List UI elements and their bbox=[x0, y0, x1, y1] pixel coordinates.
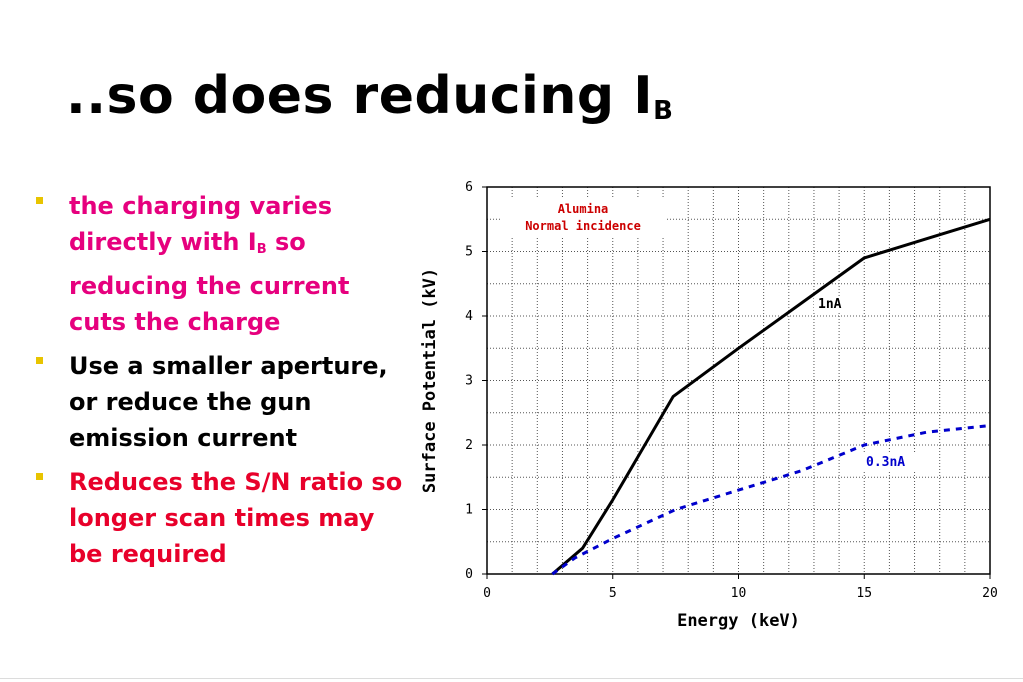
bullet-text-part: so reducing the current cuts the charge bbox=[69, 228, 350, 336]
footer-divider bbox=[0, 678, 1023, 679]
y-tick-label: 2 bbox=[465, 438, 473, 453]
bullet-item: Reduces the S/N ratio so longer scan tim… bbox=[36, 464, 406, 572]
x-tick-label: 10 bbox=[731, 586, 747, 601]
bullet-list: the charging varies directly with IB so … bbox=[36, 188, 406, 580]
series-label: 1nA bbox=[818, 297, 842, 312]
bullet-marker bbox=[36, 357, 43, 364]
bullet-text: the charging varies directly with IB so … bbox=[69, 192, 349, 336]
y-tick-label: 0 bbox=[465, 567, 473, 582]
series-line-1nA bbox=[551, 217, 991, 576]
series-label: 0.3nA bbox=[866, 455, 905, 470]
bullet-text: Reduces the S/N ratio so longer scan tim… bbox=[69, 468, 402, 568]
series-label-bg bbox=[862, 454, 926, 470]
series-line-0.3nA bbox=[551, 424, 991, 576]
annotation-text: Alumina bbox=[558, 202, 609, 216]
annotation-text: Normal incidence bbox=[525, 219, 641, 233]
slide-title: ..so does reducing IB bbox=[66, 66, 673, 126]
series-label-bg bbox=[814, 296, 854, 312]
annotation-box bbox=[500, 199, 666, 237]
bullet-text-part: Use a smaller aperture, or reduce the gu… bbox=[69, 352, 388, 452]
bullet-item: Use a smaller aperture, or reduce the gu… bbox=[36, 348, 406, 456]
bullet-marker bbox=[36, 473, 43, 480]
y-tick-label: 5 bbox=[465, 245, 473, 260]
y-tick-label: 3 bbox=[465, 374, 473, 389]
bullet-marker bbox=[36, 197, 43, 204]
bullet-text-part: Reduces the S/N ratio so longer scan tim… bbox=[69, 468, 403, 568]
plot-frame bbox=[486, 186, 991, 575]
x-tick-label: 0 bbox=[483, 586, 491, 601]
x-tick-label: 20 bbox=[982, 586, 998, 601]
x-tick-label: 5 bbox=[609, 586, 617, 601]
bullet-text-part: the charging varies directly with I bbox=[69, 192, 333, 256]
x-tick-label: 15 bbox=[856, 586, 872, 601]
x-axis-label: Energy (keV) bbox=[677, 611, 800, 631]
y-tick-label: 1 bbox=[465, 503, 473, 518]
y-tick-label: 6 bbox=[465, 180, 473, 195]
y-tick-label: 4 bbox=[465, 309, 473, 324]
bullet-text-subscript: B bbox=[256, 242, 267, 257]
bullet-text: Use a smaller aperture, or reduce the gu… bbox=[69, 352, 388, 452]
y-axis-label: Surface Potential (kV) bbox=[420, 268, 440, 493]
bullet-item: the charging varies directly with IB so … bbox=[36, 188, 406, 340]
slide-title-main: ..so does reducing I bbox=[66, 66, 654, 126]
slide-title-subscript: B bbox=[653, 96, 674, 126]
